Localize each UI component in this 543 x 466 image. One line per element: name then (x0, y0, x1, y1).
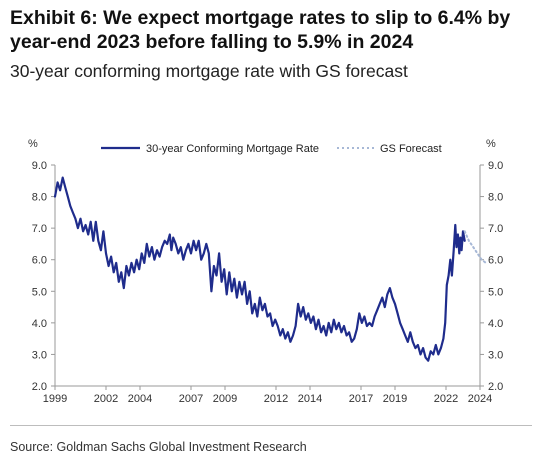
series-line-gs-forecast (463, 230, 487, 264)
x-tick-label: 2012 (264, 393, 288, 405)
y-tick-label-left: 5.0 (32, 286, 47, 298)
y-axis-left: 2.0 3.0 4.0 5.0 6.0 7.0 8.0 9.0 (32, 160, 56, 393)
y-tick-label-left: 8.0 (32, 192, 47, 204)
x-tick-label: 2014 (298, 393, 322, 405)
legend-label-main: 30-year Conforming Mortgage Rate (146, 143, 319, 155)
y-tick-label-right: 4.0 (488, 318, 503, 330)
series-layer (53, 176, 487, 362)
x-tick-label: 2009 (213, 393, 237, 405)
left-axis-unit: % (28, 138, 38, 150)
chart-title: Exhibit 6: We expect mortgage rates to s… (10, 7, 511, 53)
y-tick-label-right: 6.0 (488, 255, 503, 267)
y-tick-label-left: 9.0 (32, 160, 47, 172)
line-chart: % % 30-year Conforming Mortgage Rate GS … (28, 138, 503, 405)
x-tick-label: 2002 (94, 393, 118, 405)
y-tick-label-left: 4.0 (32, 318, 47, 330)
x-axis: 1999 2002 2004 2007 2009 2012 2014 2017 2019 2022… (43, 385, 492, 405)
chart-subtitle: 30-year conforming mortgage rate with GS… (10, 61, 408, 81)
x-tick-label: 2022 (434, 393, 458, 405)
x-tick-label: 2017 (349, 393, 373, 405)
y-tick-label-right: 2.0 (488, 381, 503, 393)
y-tick-label-left: 7.0 (32, 223, 47, 235)
x-tick-label: 2004 (128, 393, 152, 405)
y-tick-label-right: 7.0 (488, 223, 503, 235)
series-line-mortgage-rate (53, 176, 466, 362)
y-tick-label-left: 3.0 (32, 349, 47, 361)
x-tick-label: 2007 (179, 393, 203, 405)
x-tick-label: 2019 (383, 393, 407, 405)
y-tick-label-right: 3.0 (488, 349, 503, 361)
y-tick-label-right: 5.0 (488, 286, 503, 298)
y-tick-label-right: 8.0 (488, 192, 503, 204)
y-tick-label-right: 9.0 (488, 160, 503, 172)
legend: 30-year Conforming Mortgage Rate GS Fore… (101, 143, 442, 155)
footer-divider (10, 425, 532, 426)
source-note: Source: Goldman Sachs Global Investment … (10, 440, 307, 454)
y-axis-right: 2.0 3.0 4.0 5.0 6.0 7.0 8.0 9.0 (479, 160, 503, 393)
chart-area: % % 30-year Conforming Mortgage Rate GS … (0, 120, 543, 420)
x-tick-label: 1999 (43, 393, 67, 405)
legend-label-forecast: GS Forecast (380, 143, 442, 155)
y-tick-label-left: 6.0 (32, 255, 47, 267)
right-axis-unit: % (486, 138, 496, 150)
y-tick-label-left: 2.0 (32, 381, 47, 393)
x-tick-label: 2024 (468, 393, 492, 405)
